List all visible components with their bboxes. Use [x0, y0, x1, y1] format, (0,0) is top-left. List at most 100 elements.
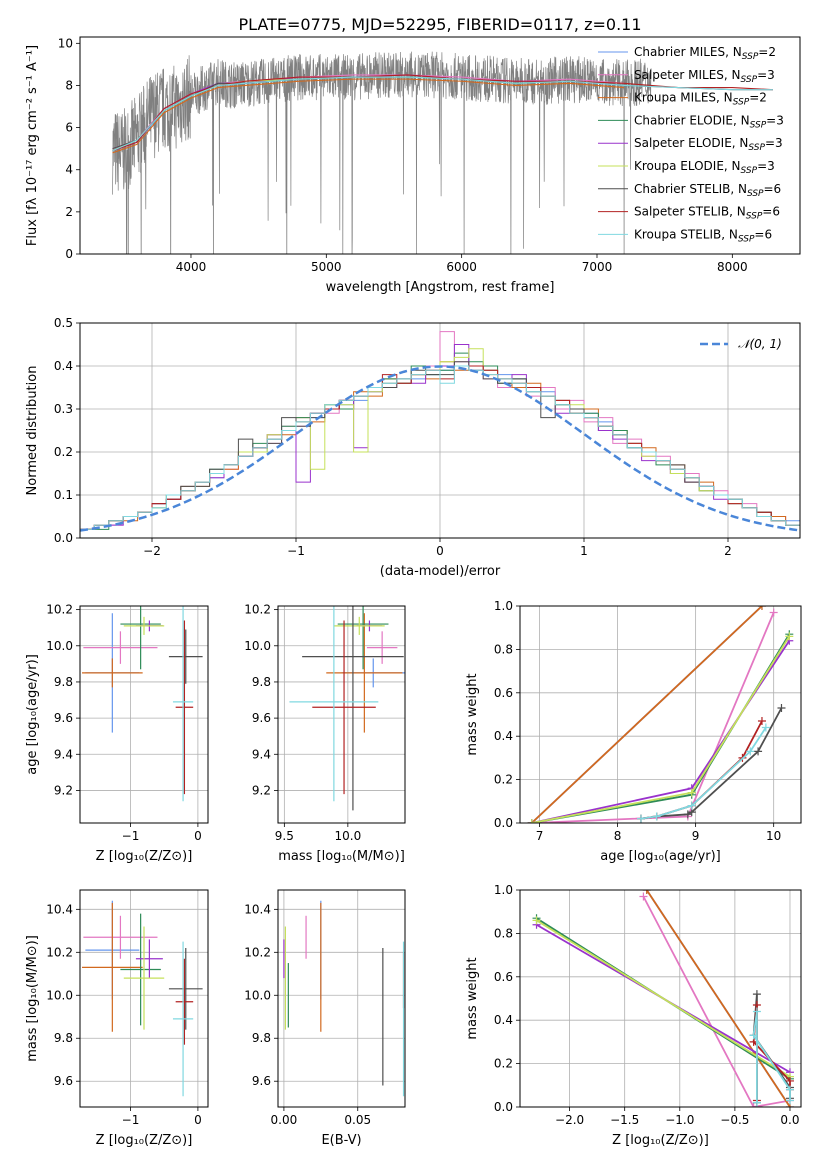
- weight-point: [749, 1031, 758, 1040]
- plot-area-residual_histogram: [80, 331, 800, 532]
- axes-frame: [519, 889, 802, 1108]
- weight-point: [687, 801, 696, 810]
- x-axis-label: wavelength [Angstrom, rest frame]: [326, 280, 555, 295]
- x-tick-label: −1.0: [665, 1113, 694, 1127]
- y-tick-label: 4: [65, 163, 73, 177]
- x-tick-label: 9: [692, 829, 700, 843]
- errorbar-marker: [135, 939, 163, 979]
- errorbar-marker: [326, 613, 403, 733]
- weight-point: [785, 1096, 794, 1105]
- y-tick-label: 0.5: [54, 316, 73, 330]
- y-axis-label: mass weight: [465, 673, 480, 755]
- panel-age_vs_Z: −1 0 9.2 9.4 9.6 9.8 10.0 10.2 Z [log₁₀(Z/Z⊙)] ag…: [25, 603, 209, 864]
- panel-age_vs_mass: 9.5 10.0 9.2 9.4 9.6 9.8 10.0 10.2 mass [log₁₀(M…: [244, 603, 406, 864]
- y-tick-label: 1.0: [494, 599, 513, 613]
- y-tick-label: 9.6: [252, 1074, 271, 1088]
- x-tick-label: −2: [143, 544, 161, 558]
- x-axis-label: E(B-V): [321, 1133, 361, 1148]
- weight-point: [639, 892, 648, 901]
- weight-point: [746, 747, 755, 756]
- y-tick-label: 0.8: [494, 642, 513, 656]
- x-tick-label: −1: [287, 544, 305, 558]
- x-tick-label: 8000: [717, 260, 748, 274]
- errorbar-marker: [120, 606, 161, 670]
- plot-area-mass_vs_EBV: [283, 900, 405, 1097]
- y-tick-label: 0.1: [54, 488, 73, 502]
- weight-point: [777, 703, 786, 712]
- axes-frame: [79, 322, 801, 539]
- legend-entry: Chabrier ELODIE, NSSP=3: [634, 113, 784, 130]
- y-tick-label: 1.0: [494, 883, 513, 897]
- y-tick-label: 9.2: [252, 783, 271, 797]
- figure-title: PLATE=0775, MJD=52295, FIBERID=0117, z=0…: [238, 15, 641, 34]
- y-axis-label: mass weight: [465, 957, 480, 1039]
- histogram-step: [80, 365, 800, 530]
- panel-massweight_vs_age: 7 8 9 10 0.0 0.2 0.4 0.6 0.8 1.0 age [log₁₀(age/yr…: [465, 599, 802, 864]
- plot-area-age_vs_Z: [82, 606, 203, 802]
- errorbar-marker: [366, 631, 398, 664]
- x-tick-label: 5000: [311, 260, 342, 274]
- y-tick-label: 8: [65, 78, 73, 92]
- y-tick-label: 0: [65, 247, 73, 261]
- weight-point: [757, 717, 766, 726]
- y-tick-label: 0.0: [494, 816, 513, 830]
- legend-entry: Salpeter STELIB, NSSP=6: [634, 205, 780, 222]
- y-tick-label: 0.6: [494, 970, 513, 984]
- errorbar-marker: [123, 926, 165, 1030]
- y-tick-label: 10.0: [244, 988, 271, 1002]
- weight-point: [757, 606, 766, 610]
- y-tick-label: 10.2: [46, 603, 73, 617]
- data-spectrum-line: [112, 51, 652, 254]
- weight-line: [642, 896, 791, 1107]
- errorbar-marker: [289, 606, 379, 802]
- errorbar-marker: [175, 620, 194, 795]
- x-tick-label: 10: [766, 829, 781, 843]
- plot-area-age_vs_mass: [289, 606, 405, 811]
- y-tick-label: 9.6: [252, 711, 271, 725]
- x-tick-label: 1: [580, 544, 588, 558]
- x-axis-label: Z [log₁₀(Z/Z⊙)]: [612, 1133, 709, 1148]
- weight-point: [527, 819, 536, 823]
- plot-area-mass_vs_Z: [82, 900, 203, 1097]
- legend-entry: Kroupa MILES, NSSP=2: [634, 91, 767, 108]
- x-tick-label: −2.0: [555, 1113, 584, 1127]
- errorbar-marker: [312, 620, 376, 795]
- errorbar-marker: [172, 606, 194, 802]
- weight-point: [785, 1076, 794, 1085]
- errorbar-marker: [83, 631, 158, 664]
- x-tick-label: −1: [122, 829, 140, 843]
- errorbar-marker: [120, 913, 161, 1026]
- errorbar-marker: [333, 616, 385, 635]
- legend-entry: Chabrier STELIB, NSSP=6: [634, 182, 781, 199]
- weight-point: [532, 916, 541, 925]
- weight-line: [645, 890, 791, 1107]
- legend-entry: Kroupa ELODIE, NSSP=3: [634, 159, 775, 176]
- axes-frame: [79, 36, 801, 255]
- x-tick-label: 6000: [446, 260, 477, 274]
- x-axis-label: mass [log₁₀(M/M⊙)]: [278, 849, 405, 864]
- y-tick-label: 9.8: [54, 675, 73, 689]
- y-tick-label: 10.4: [46, 902, 73, 916]
- panel-spectrum: 4000 5000 6000 7000 8000 0 2 4 6 8 10 wavelength [A…: [25, 36, 801, 295]
- x-tick-label: 0.00: [271, 1113, 298, 1127]
- y-tick-label: 10.4: [244, 902, 271, 916]
- axes-frame: [79, 605, 209, 824]
- x-tick-label: 7000: [582, 260, 613, 274]
- axes-frame: [519, 605, 802, 824]
- y-axis-label: Flux [fλ 10⁻¹⁷ erg cm⁻² s⁻¹ A⁻¹]: [25, 45, 40, 246]
- plot-area-massweight_vs_age: [527, 606, 794, 823]
- y-tick-label: 0.6: [494, 686, 513, 700]
- panel-massweight_vs_Z: −2.0 −1.5 −1.0 −0.5 0.0 0.0 0.2 0.4 0.6 0.8 1.0 Z […: [465, 883, 802, 1148]
- normal-curve: [80, 365, 800, 532]
- plot-area-massweight_vs_Z: [532, 890, 794, 1107]
- y-tick-label: 0.0: [54, 531, 73, 545]
- x-tick-label: 4000: [176, 260, 207, 274]
- y-tick-label: 10.0: [46, 639, 73, 653]
- weight-point: [642, 890, 651, 894]
- weight-line: [531, 606, 763, 823]
- y-tick-label: 0.4: [494, 1013, 513, 1027]
- weight-line: [752, 1004, 791, 1101]
- y-tick-label: 0.0: [494, 1100, 513, 1114]
- weight-point: [761, 723, 770, 732]
